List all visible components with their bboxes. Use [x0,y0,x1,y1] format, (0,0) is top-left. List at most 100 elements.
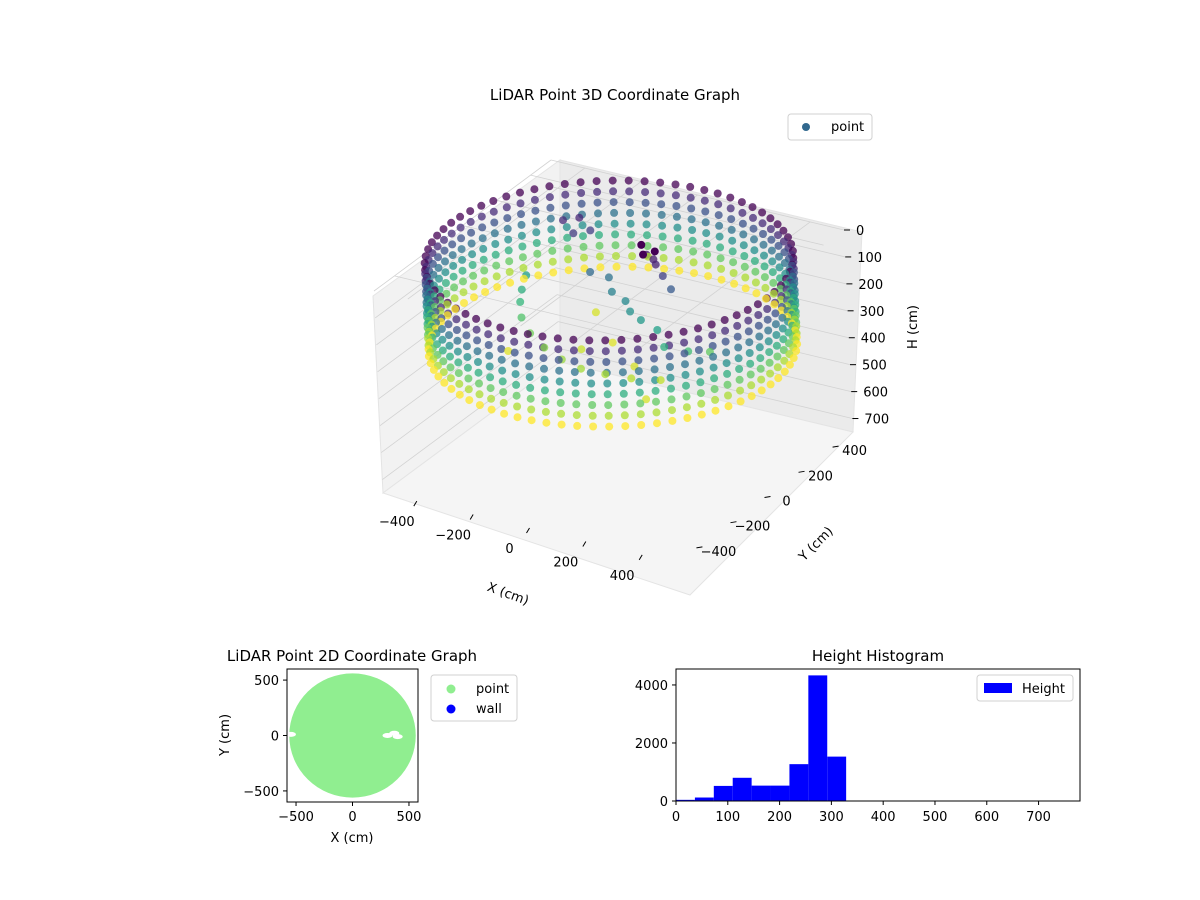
point-3d [491,240,500,248]
point-3d [658,272,667,280]
point-3d [444,320,453,329]
point-3d [585,347,594,356]
point-3d [766,380,775,389]
point-3d [766,369,775,378]
point-3d [586,268,595,276]
x-tick-label-2d: 500 [397,810,422,825]
point-3d [481,288,490,296]
plot-2d: LiDAR Point 2D Coordinate Graph −500 0 500… [218,647,518,846]
point-3d [572,411,581,420]
point-3d [697,399,706,408]
point-3d [483,319,492,328]
point-3d [717,264,726,273]
point-3d [637,240,646,249]
point-3d [447,384,456,393]
point-3d [653,326,662,334]
point-3d [462,320,470,329]
point-3d [753,300,762,309]
point-3d [772,341,781,350]
point-3d [609,198,618,207]
point-3d [486,373,495,382]
point-3d [509,327,518,335]
point-3d [472,325,481,334]
point-3d [643,231,651,240]
point-3d [785,360,794,369]
point-3d [777,306,786,315]
point-3d [673,223,682,232]
x-tick-label-hist: 0 [672,810,680,825]
x-tick-3d [526,527,530,534]
point-3d [595,231,603,239]
point-3d [480,277,489,286]
histogram-bar [732,777,752,801]
x-tick-label-hist: 500 [923,810,948,825]
point-3d [716,254,725,263]
point-3d [439,225,448,234]
point-3d [443,311,452,320]
point-3d [667,395,676,404]
point-3d [644,263,653,272]
point-3d [462,342,471,351]
point-3d [749,224,758,233]
point-3d [434,263,443,272]
histogram-frame [675,668,1081,802]
point-3d [696,378,705,387]
grid-line-z [382,348,560,480]
point-3d [765,348,774,357]
point-3d [502,192,511,201]
point-3d [448,240,457,249]
point-3d [427,238,436,247]
point-3d [690,269,698,278]
point-3d [426,359,435,368]
point-3d [715,232,724,241]
x-tick-label-hist: 100 [715,810,740,825]
point-3d [763,315,772,324]
point-3d [440,235,448,244]
point-3d [468,250,477,259]
x-tick-label-hist: 300 [819,810,844,825]
point-3d [605,422,614,431]
point-3d [779,226,788,235]
point-3d [586,368,595,377]
point-3d [545,182,554,191]
point-3d [569,335,578,344]
point-3d [451,305,460,313]
point-3d [724,391,732,400]
disc-gap [392,734,403,740]
point-3d [564,266,573,275]
histogram-bar [676,799,695,801]
point-3d [546,203,555,212]
point-3d [767,246,776,255]
point-3d [498,377,507,386]
point-3d [474,358,482,366]
y-tick-label-hist: 2000 [635,737,668,752]
point-3d [517,313,526,322]
point-3d [778,324,787,333]
point-3d [722,348,731,357]
point-3d [727,225,736,234]
point-3d [727,215,736,224]
point-3d [656,189,665,198]
point-3d [728,247,737,256]
point-3d [596,263,605,272]
point-3d [490,229,499,238]
point-3d [459,288,468,297]
point-3d [672,212,681,221]
point-3d [722,359,731,368]
point-3d [789,354,798,362]
point-3d [780,367,789,376]
point-3d [636,316,645,325]
point-3d [688,226,697,234]
point-3d [462,331,471,340]
point-3d [511,359,520,368]
point-3d [562,223,571,232]
point-3d [458,255,467,264]
point-3d [578,221,587,230]
y-tick-label-2d: 500 [254,674,279,689]
point-3d [492,261,501,270]
point-3d [580,253,588,262]
point-3d [760,251,768,260]
point-3d [618,357,627,366]
pane-floor [381,361,854,596]
point-3d [527,416,536,425]
